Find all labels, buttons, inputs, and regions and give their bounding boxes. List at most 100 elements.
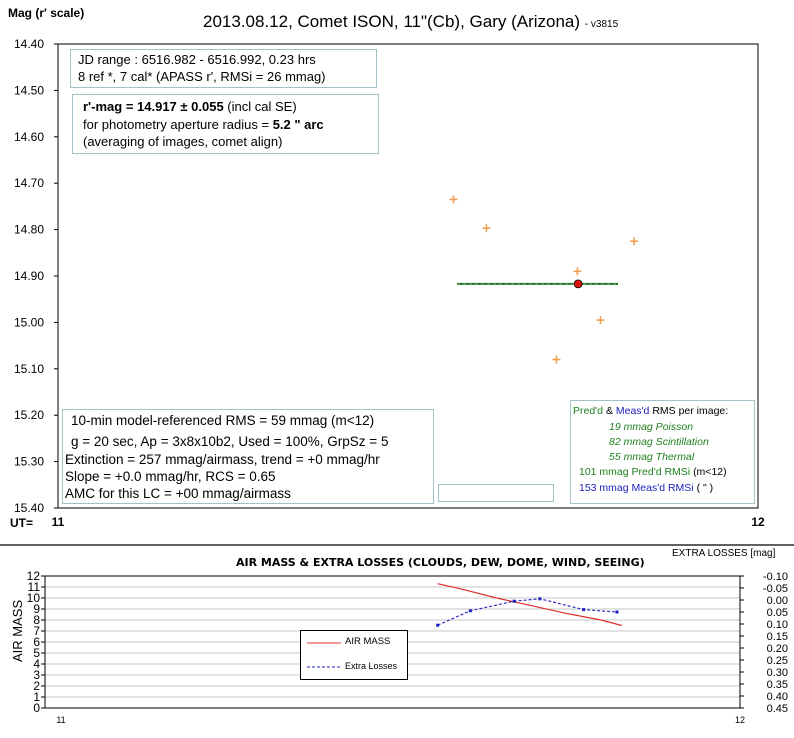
extra-losses-point <box>615 610 619 614</box>
left-axis-title: AIR MASS <box>10 599 25 662</box>
data-point-plus <box>630 237 639 246</box>
stats-line-4: Slope = +0.0 mmag/hr, RCS = 0.65 <box>65 469 276 484</box>
aperture-value: 5.2 " arc <box>272 117 324 132</box>
extra-losses-point <box>436 623 440 627</box>
stats-line-2: g = 20 sec, Ap = 3x8x10b2, Used = 100%, … <box>71 434 389 449</box>
left-tick-label: 0 <box>33 701 40 715</box>
y-tick-label: 15.00 <box>14 315 44 329</box>
right-tick-label: 0.20 <box>767 643 788 655</box>
x-tick-label: 12 <box>751 515 765 529</box>
top-data-points <box>449 195 639 364</box>
y-tick-label: 15.40 <box>14 501 44 515</box>
rms-pred-note: (m<12) <box>693 466 727 478</box>
left-tick-label: 7 <box>33 624 40 638</box>
right-tick-label: 0.05 <box>767 607 788 619</box>
result-magnitude: r'-mag = 14.917 ± 0.055 <box>83 99 224 114</box>
right-tick-label: 0.40 <box>767 691 788 703</box>
bottom-x-tick-label: 11 <box>56 715 65 725</box>
y-tick-label: 14.40 <box>14 37 44 51</box>
left-tick-label: 8 <box>33 613 40 627</box>
right-tick-label: 0.30 <box>767 667 788 679</box>
y-axis-title: Mag (r' scale) <box>8 6 85 20</box>
y-tick-label: 14.60 <box>14 130 44 144</box>
data-point-plus <box>449 195 458 204</box>
y-tick-label: 14.70 <box>14 176 44 190</box>
right-tick-label: 0.25 <box>767 655 788 667</box>
stats-line-3: Extinction = 257 mmag/airmass, trend = +… <box>65 452 380 467</box>
right-tick-label: 0.00 <box>767 595 788 607</box>
left-tick-label: 1 <box>33 690 40 704</box>
right-tick-label: 0.45 <box>767 703 788 715</box>
chart-title-version: - v3815 <box>584 19 619 30</box>
data-point-plus <box>596 316 605 325</box>
extra-losses-point <box>538 597 542 601</box>
right-tick-label: -0.05 <box>763 583 788 595</box>
extra-losses-point <box>512 599 516 603</box>
bottom-chart-title: AIR MASS & EXTRA LOSSES (CLOUDS, DEW, DO… <box>236 556 645 569</box>
extra-losses-point <box>468 609 472 613</box>
legend-extra-losses-label: Extra Losses <box>345 661 398 671</box>
left-tick-label: 4 <box>33 657 40 671</box>
y-tick-label: 15.30 <box>14 455 44 469</box>
x-tick-label: 11 <box>52 515 65 529</box>
legend-air-mass-label: AIR MASS <box>345 636 391 647</box>
chart-title-main: 2013.08.12, Comet ISON, 11"(Cb), Gary (A… <box>203 12 581 31</box>
rms-header-pred: Pred'd <box>573 405 604 417</box>
stats-box: 10-min model-referenced RMS = 59 mmag (m… <box>62 409 434 504</box>
y-tick-label: 15.20 <box>14 408 44 422</box>
left-tick-label: 10 <box>27 591 41 605</box>
right-tick-label: 0.10 <box>767 619 788 631</box>
extra-losses-point <box>582 608 586 612</box>
y-tick-label: 14.90 <box>14 269 44 283</box>
right-tick-label: 0.15 <box>767 631 788 643</box>
y-tick-label: 14.80 <box>14 223 44 237</box>
rms-poisson: 19 mmag Poisson <box>609 421 694 433</box>
extra-losses-line <box>437 598 618 626</box>
y-tick-label: 14.50 <box>14 83 44 97</box>
chart-title: 2013.08.12, Comet ISON, 11"(Cb), Gary (A… <box>203 12 618 32</box>
x-axis-prefix: UT= <box>10 516 34 530</box>
rms-box: Pred'd & Meas'd RMS per image: 19 mmag P… <box>570 400 755 504</box>
bottom-x-tick-label: 12 <box>735 715 745 725</box>
right-tick-label: -0.10 <box>763 571 788 583</box>
rms-thermal: 55 mmag Thermal <box>609 451 695 463</box>
left-tick-label: 2 <box>33 679 40 693</box>
bottom-series <box>436 583 623 627</box>
left-tick-label: 6 <box>33 635 40 649</box>
y-tick-label: 15.10 <box>14 362 44 376</box>
result-line-2: for photometry aperture radius = 5.2 " a… <box>83 117 324 132</box>
air-mass-line <box>437 583 623 627</box>
data-point-plus <box>482 224 491 233</box>
data-point-plus <box>552 355 561 364</box>
rms-meas-value: 153 mmag Meas'd RMSi <box>579 482 694 494</box>
data-point-plus <box>573 267 582 276</box>
legend-swatches <box>307 642 341 668</box>
mean-point <box>573 279 583 289</box>
info-box: JD range : 6516.982 - 6516.992, 0.23 hrs… <box>70 49 377 88</box>
left-tick-label: 5 <box>33 646 40 660</box>
info-line-1: JD range : 6516.982 - 6516.992, 0.23 hrs <box>78 52 316 67</box>
aperture-label: for photometry aperture radius = <box>83 117 273 132</box>
result-note: (incl cal SE) <box>223 99 297 114</box>
rms-header-amp: & <box>603 405 616 417</box>
rms-meas: 153 mmag Meas'd RMSi ( " ) <box>579 482 713 494</box>
rms-pred-value: 101 mmag Pred'd RMSi <box>579 466 691 478</box>
stats-line-5: AMC for this LC = +00 mmag/airmass <box>65 486 291 501</box>
empty-box <box>438 484 554 502</box>
info-line-2: 8 ref *, 7 cal* (APASS r', RMSi = 26 mma… <box>78 69 326 84</box>
top-y-ticks: 14.40 14.50 14.60 14.70 14.80 14.90 15.00 15.10… <box>14 37 765 529</box>
result-box: r'-mag = 14.917 ± 0.055 (incl cal SE) fo… <box>72 94 379 154</box>
right-axis-title: EXTRA LOSSES [mag] <box>672 548 776 559</box>
rms-header-meas: Meas'd <box>615 405 650 417</box>
left-tick-label: 3 <box>33 668 40 682</box>
left-tick-label: 9 <box>33 602 40 616</box>
left-tick-label: 11 <box>28 580 41 594</box>
result-line-1: r'-mag = 14.917 ± 0.055 (incl cal SE) <box>83 99 297 114</box>
right-tick-label: 0.35 <box>767 679 788 691</box>
left-tick-label: 12 <box>27 569 41 583</box>
rms-pred: 101 mmag Pred'd RMSi (m<12) <box>579 466 727 478</box>
result-line-3: (averaging of images, comet align) <box>83 134 283 149</box>
legend-box: AIR MASS Extra Losses <box>300 630 408 680</box>
